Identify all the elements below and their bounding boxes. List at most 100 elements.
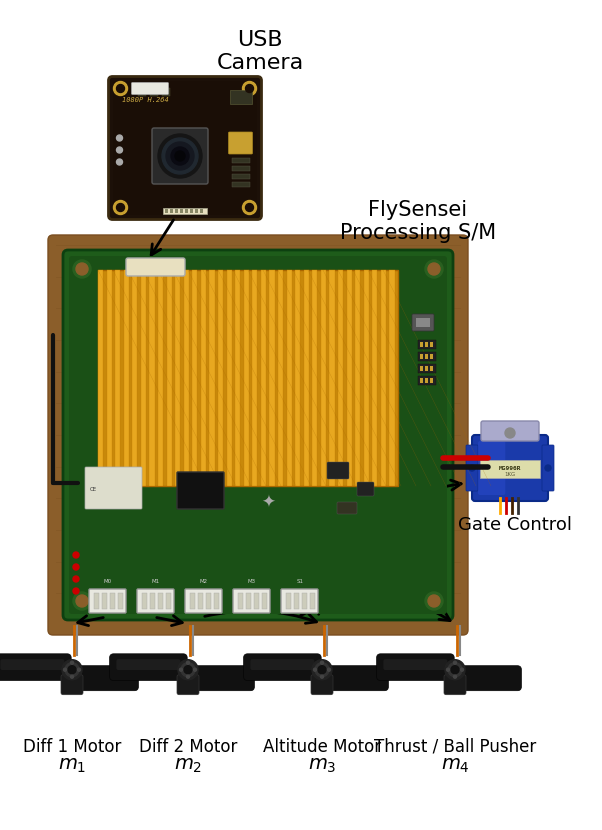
Bar — [302, 593, 307, 609]
Bar — [163, 208, 207, 213]
Circle shape — [314, 668, 317, 671]
Circle shape — [158, 134, 202, 178]
Bar — [235, 270, 240, 486]
FancyBboxPatch shape — [185, 589, 222, 613]
FancyBboxPatch shape — [383, 659, 447, 670]
Bar — [246, 593, 251, 609]
Circle shape — [447, 668, 450, 671]
Text: $m_1$: $m_1$ — [58, 755, 86, 774]
FancyBboxPatch shape — [116, 659, 181, 670]
Circle shape — [73, 592, 91, 610]
FancyBboxPatch shape — [456, 666, 521, 691]
Circle shape — [246, 203, 253, 212]
Bar — [218, 270, 223, 486]
Bar — [141, 270, 146, 486]
Circle shape — [76, 595, 88, 607]
Bar — [192, 270, 197, 486]
Bar — [180, 208, 183, 212]
Bar — [310, 593, 315, 609]
Bar — [209, 270, 214, 486]
Bar — [150, 593, 155, 609]
Bar — [420, 378, 423, 383]
Bar — [214, 593, 219, 609]
Bar — [102, 593, 107, 609]
Circle shape — [175, 151, 185, 161]
FancyBboxPatch shape — [177, 675, 199, 695]
Bar — [158, 270, 163, 486]
Circle shape — [545, 465, 551, 471]
Circle shape — [73, 260, 91, 278]
FancyBboxPatch shape — [89, 589, 126, 613]
Circle shape — [246, 85, 253, 92]
FancyBboxPatch shape — [85, 467, 142, 509]
Bar — [329, 270, 335, 486]
Bar — [420, 354, 423, 359]
Circle shape — [73, 588, 79, 594]
Text: $m_3$: $m_3$ — [308, 755, 337, 774]
Circle shape — [68, 666, 76, 674]
Bar — [372, 270, 377, 486]
Circle shape — [428, 263, 440, 275]
Bar — [107, 270, 112, 486]
Bar — [98, 270, 398, 486]
Circle shape — [65, 662, 79, 676]
Circle shape — [178, 660, 198, 680]
Bar — [232, 158, 249, 163]
Circle shape — [445, 660, 465, 680]
FancyBboxPatch shape — [177, 472, 224, 509]
Circle shape — [78, 668, 81, 671]
Bar — [198, 593, 203, 609]
Text: 1KG: 1KG — [504, 472, 516, 477]
Bar — [430, 366, 433, 371]
Bar — [312, 270, 317, 486]
Circle shape — [117, 85, 125, 92]
FancyBboxPatch shape — [189, 666, 255, 691]
Bar — [158, 593, 163, 609]
FancyBboxPatch shape — [357, 482, 374, 496]
FancyBboxPatch shape — [542, 445, 554, 491]
Circle shape — [243, 201, 256, 214]
Bar — [115, 270, 120, 486]
Circle shape — [181, 662, 195, 676]
FancyBboxPatch shape — [152, 128, 208, 184]
FancyBboxPatch shape — [311, 675, 333, 695]
Circle shape — [171, 147, 189, 165]
Bar — [166, 593, 171, 609]
Bar — [190, 208, 193, 212]
FancyBboxPatch shape — [323, 666, 388, 691]
Bar — [165, 208, 168, 212]
Bar — [94, 593, 99, 609]
FancyBboxPatch shape — [444, 675, 466, 695]
Bar — [232, 182, 249, 187]
Bar — [170, 208, 173, 212]
Text: S1: S1 — [297, 579, 303, 584]
Bar — [480, 460, 540, 478]
FancyBboxPatch shape — [114, 81, 256, 214]
Circle shape — [428, 595, 440, 607]
Circle shape — [179, 668, 182, 671]
Bar — [252, 270, 258, 486]
FancyBboxPatch shape — [377, 654, 454, 681]
Circle shape — [505, 428, 515, 438]
Bar — [418, 364, 436, 373]
Bar — [175, 208, 178, 212]
Circle shape — [166, 142, 194, 170]
Bar — [321, 270, 326, 486]
Text: M3: M3 — [248, 579, 256, 584]
Text: ✦: ✦ — [261, 494, 275, 512]
Circle shape — [162, 138, 198, 174]
Bar — [425, 354, 428, 359]
Text: Diff 2 Motor: Diff 2 Motor — [139, 738, 237, 755]
Bar — [304, 270, 309, 486]
Circle shape — [453, 675, 456, 678]
Bar — [261, 270, 266, 486]
Text: Diff 1 Motor: Diff 1 Motor — [23, 738, 121, 755]
Bar — [132, 270, 137, 486]
Circle shape — [469, 465, 475, 471]
Bar — [185, 208, 188, 212]
Circle shape — [117, 159, 122, 165]
FancyBboxPatch shape — [137, 589, 174, 613]
Bar — [430, 342, 433, 347]
Bar — [389, 270, 394, 486]
Bar — [232, 174, 249, 179]
